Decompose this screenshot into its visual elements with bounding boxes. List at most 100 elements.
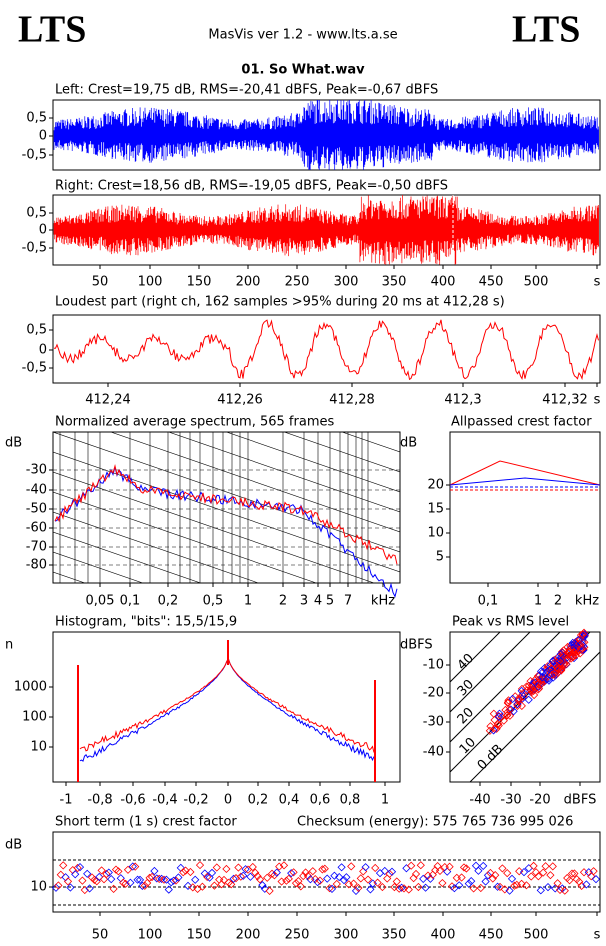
crest-point — [589, 867, 598, 876]
x-tick-label: 400 — [431, 275, 456, 290]
loudest-trace — [54, 319, 599, 381]
crest-point — [373, 878, 382, 887]
crest-point — [164, 885, 173, 894]
x-tick-label: 100 — [138, 928, 163, 943]
x-tick-label: 0,4 — [279, 793, 300, 808]
level-point — [517, 686, 526, 696]
y-tick-label: -20 — [423, 686, 444, 701]
level-point — [537, 679, 546, 689]
y-tick-label: -70 — [26, 540, 47, 555]
x-tick-label: dBFS — [564, 793, 597, 808]
crest-point — [421, 883, 430, 892]
x-tick-label: 0,2 — [248, 793, 269, 808]
panel-title: Right: Crest=18,56 dB, RMS=-19,05 dBFS, … — [55, 179, 448, 194]
crest-point — [320, 864, 329, 873]
crest-point — [541, 862, 550, 871]
level-point — [536, 667, 546, 676]
grid-diagonal — [53, 491, 318, 583]
crest-point — [255, 875, 265, 884]
crest-point — [131, 862, 140, 871]
y-tick-label: 5 — [436, 550, 444, 565]
y-tick-label: -80 — [26, 558, 47, 573]
crest-point — [83, 869, 92, 878]
y-tick-label: 0,5 — [26, 206, 47, 221]
x-tick-label: 412,24 — [85, 393, 131, 408]
x-tick-label: s — [594, 393, 601, 408]
x-tick-label: 500 — [524, 928, 549, 943]
x-tick-label: 150 — [187, 928, 212, 943]
crest-point — [579, 868, 589, 877]
crest-point — [507, 874, 517, 883]
x-tick-label: 0,1 — [120, 594, 141, 609]
crest-point — [303, 871, 313, 881]
crest-point — [114, 867, 123, 876]
waveform — [53, 195, 599, 265]
level-point — [573, 635, 583, 645]
crest-point — [409, 873, 418, 883]
file-name: 01. So What.wav — [241, 63, 365, 78]
x-tick-label: 412,26 — [217, 393, 263, 408]
crest-point — [572, 875, 581, 884]
y-tick-label: -40 — [423, 745, 444, 760]
x-tick-label: 450 — [479, 928, 504, 943]
level-point — [509, 707, 518, 716]
y-tick-label: 10 — [427, 526, 444, 541]
panel-title: Loudest part (right ch, 162 samples >95%… — [55, 295, 505, 310]
grid-diagonal — [53, 551, 144, 583]
crest-point — [253, 872, 262, 881]
crest-point — [531, 868, 541, 877]
x-tick-label: 100 — [138, 275, 163, 290]
level-point — [533, 671, 543, 681]
level-point — [499, 716, 508, 725]
x-tick-label: 3 — [300, 594, 308, 609]
plot-box — [52, 314, 601, 384]
grid-diagonal — [167, 432, 400, 513]
crest-trace — [449, 460, 601, 486]
y-tick-label: 0,5 — [26, 111, 47, 126]
plot-box — [449, 431, 601, 584]
crest-point — [248, 862, 257, 872]
crest-point — [128, 862, 137, 871]
x-tick-label: -40 — [469, 793, 490, 808]
level-point — [567, 640, 577, 650]
y-tick-label: -40 — [26, 483, 47, 498]
crest-point — [438, 878, 447, 888]
crest-point — [284, 874, 293, 883]
level-point — [513, 699, 522, 709]
crest-point — [548, 862, 557, 871]
crest-point — [479, 861, 488, 871]
level-point — [554, 665, 563, 674]
x-tick-label: 50 — [92, 275, 109, 290]
crest-point — [133, 875, 142, 884]
crest-point — [195, 860, 205, 870]
y-tick-label: 100 — [22, 710, 47, 725]
grid-diagonal — [53, 432, 400, 553]
crest-point — [426, 874, 435, 883]
x-tick-label: 350 — [382, 928, 407, 943]
crest-point — [265, 886, 274, 895]
y-unit: dB — [5, 436, 22, 451]
y-tick-label: 0 — [39, 129, 47, 144]
crest-point — [306, 875, 315, 884]
crest-point — [591, 875, 601, 884]
crest-point — [467, 876, 476, 886]
panel-title: Allpassed crest factor — [451, 415, 592, 430]
x-tick-label: 450 — [479, 275, 504, 290]
crest-point — [385, 869, 394, 878]
level-point — [556, 650, 565, 659]
x-tick-label: 412,28 — [329, 393, 375, 408]
level-point — [504, 696, 513, 705]
y-tick-label: -10 — [423, 658, 444, 673]
plot-box — [52, 831, 601, 913]
crest-point — [539, 868, 548, 877]
level-point — [538, 673, 547, 682]
crest-point — [241, 865, 250, 874]
crest-point — [87, 873, 97, 882]
crest-point — [51, 883, 61, 892]
level-point — [527, 683, 536, 693]
crest-point — [464, 879, 473, 888]
x-tick-label: 0 — [224, 793, 232, 808]
panel-title: Peak vs RMS level — [452, 615, 569, 630]
x-tick-label: 5 — [326, 594, 334, 609]
crest-point — [111, 865, 121, 874]
